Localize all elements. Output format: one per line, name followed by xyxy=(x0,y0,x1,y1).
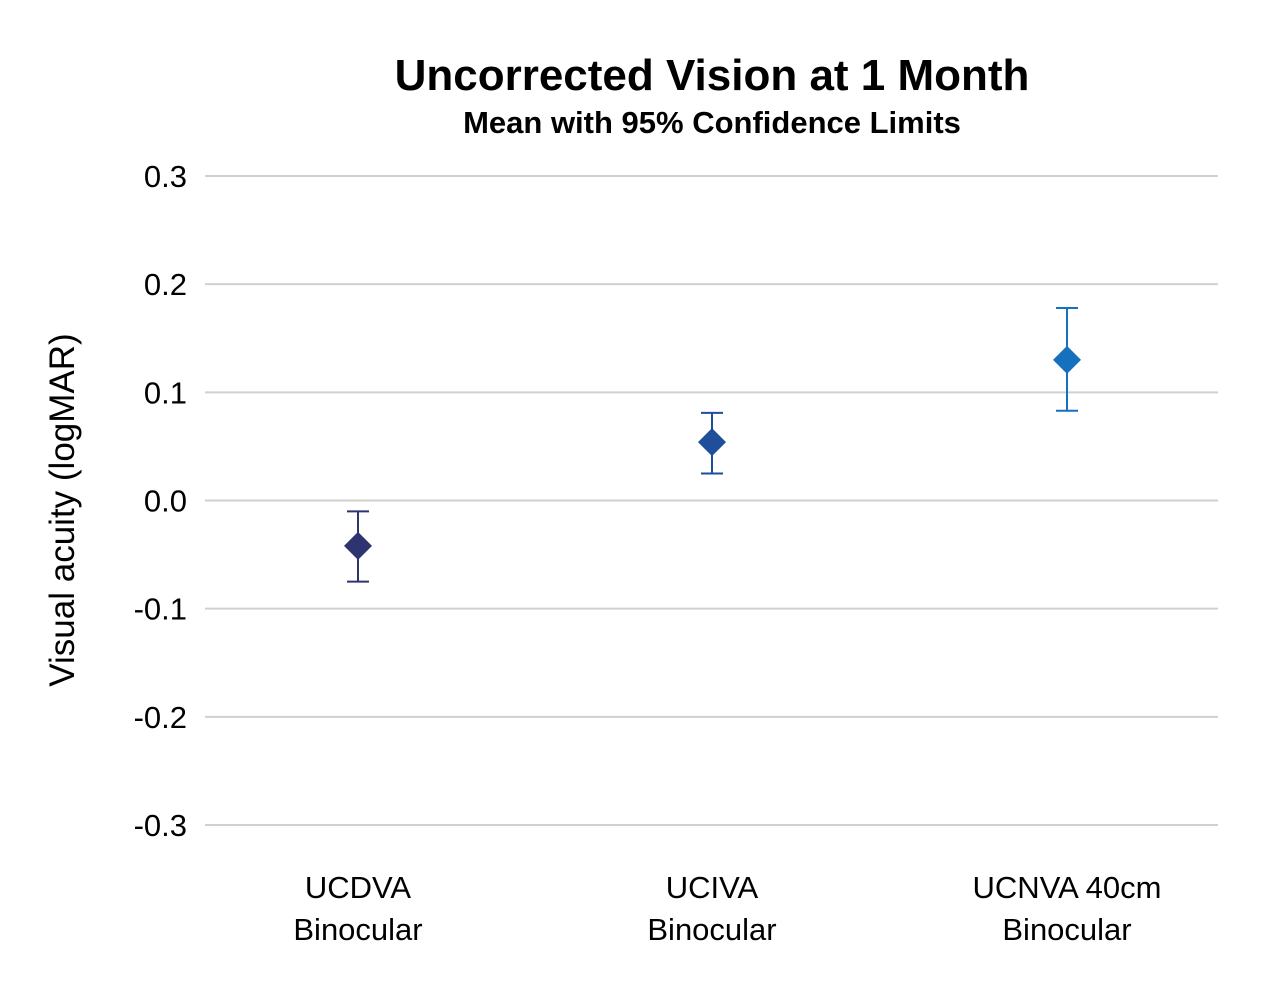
x-category-label: UCDVA xyxy=(305,870,412,905)
y-tick-label: -0.2 xyxy=(134,700,187,735)
mean-marker xyxy=(698,428,726,457)
x-category-label: UCIVA xyxy=(666,870,759,905)
y-tick-label: -0.3 xyxy=(134,808,187,843)
data-points xyxy=(344,306,1081,583)
data-point-group xyxy=(1053,306,1081,412)
x-category-labels: UCDVA Binocular UCIVA Binocular UCNVA 40cm Bi… xyxy=(293,870,1161,947)
data-point-group xyxy=(344,510,372,583)
y-tick-label: 0.3 xyxy=(144,159,187,194)
mean-marker xyxy=(1053,345,1081,374)
mean-marker xyxy=(344,531,372,560)
y-tick-label: 0.1 xyxy=(144,375,187,410)
y-tick-label: 0.0 xyxy=(144,484,187,519)
y-tick-labels: 0.3 0.2 0.1 0.0 -0.1 -0.2 -0.3 xyxy=(134,159,187,843)
x-category-label: Binocular xyxy=(293,912,422,947)
chart-title: Uncorrected Vision at 1 Month xyxy=(395,51,1030,100)
y-tick-label: -0.1 xyxy=(134,592,187,627)
x-category-label: UCNVA 40cm xyxy=(973,870,1162,905)
x-category-label: Binocular xyxy=(647,912,776,947)
chart-subtitle: Mean with 95% Confidence Limits xyxy=(463,105,961,140)
y-tick-label: 0.2 xyxy=(144,267,187,302)
x-category-label: Binocular xyxy=(1002,912,1131,947)
y-axis-label: Visual acuity (logMAR) xyxy=(43,333,82,686)
gridlines xyxy=(205,175,1218,826)
data-point-group xyxy=(698,411,726,475)
